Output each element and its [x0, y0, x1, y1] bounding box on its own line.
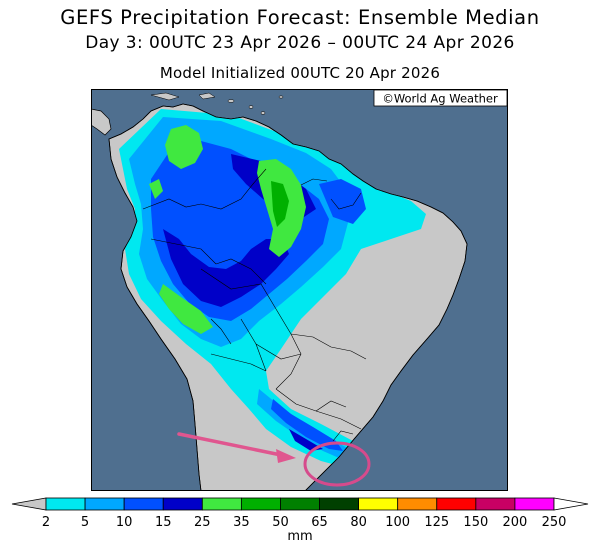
legend-tick-label: 150: [463, 515, 488, 530]
map-title: GEFS Precipitation Forecast: Ensemble Me…: [60, 6, 540, 29]
legend-swatch: [201, 497, 242, 511]
legend-swatch: [123, 497, 164, 511]
legend-tick-label: 50: [272, 515, 289, 530]
model-init-time: Model Initialized 00UTC 20 Apr 2026: [159, 64, 441, 82]
legend-below-min-triangle: [11, 497, 47, 511]
legend-tick-label: 250: [542, 515, 567, 530]
annotation-arrow: [177, 432, 296, 463]
caribbean-islands: [150, 92, 284, 115]
legend-swatch: [45, 497, 86, 511]
coastline: [108, 103, 468, 491]
legend-tick-label: 5: [81, 515, 89, 530]
precip-15-25mm: [163, 229, 289, 307]
precipitation-map: ©World Ag Weather: [91, 89, 508, 491]
legend-tick-label: 15: [155, 515, 172, 530]
legend-tick-label: 100: [385, 515, 410, 530]
legend-swatch: [84, 497, 125, 511]
legend-above-max-triangle: [553, 497, 589, 511]
precip-25-35mm-colombia: [165, 125, 203, 169]
legend-tick-label: 2: [42, 515, 50, 530]
legend-swatch: [319, 497, 360, 511]
precip-10-15mm-south: [271, 399, 343, 451]
precip-35-50mm: [271, 181, 289, 227]
legend-tick-label: 200: [503, 515, 528, 530]
legend-swatch: [397, 497, 438, 511]
legend-tick-label: 65: [311, 515, 328, 530]
map-frame: [91, 89, 508, 491]
precip-15-25mm-south: [289, 429, 323, 451]
legend-swatch: [280, 497, 320, 511]
legend-unit: mm: [287, 529, 312, 544]
legend-swatch: [358, 497, 399, 511]
precip-10-15mm-east: [319, 179, 366, 224]
political-boundaries: [142, 168, 367, 442]
precip-25-35mm-west: [159, 284, 213, 334]
legend-tick-label: 10: [116, 515, 133, 530]
legend-tick-label: 125: [424, 515, 449, 530]
legend-swatch: [162, 497, 203, 511]
precip-legend: 2 5 10 15 25 35 50 65 80 100 125 150 200 250 mm: [11, 497, 589, 544]
annotation-circle: [303, 441, 371, 487]
legend-swatch: [514, 497, 555, 511]
legend-swatch: [475, 497, 516, 511]
forecast-period: Day 3: 00UTC 23 Apr 2026 – 00UTC 24 Apr …: [85, 33, 515, 53]
credit-label: ©World Ag Weather: [373, 89, 508, 107]
legend-swatch: [240, 497, 281, 511]
credit-text: ©World Ag Weather: [382, 92, 498, 106]
precip-25-35mm-spot: [149, 179, 163, 199]
legend-tick-label: 25: [194, 515, 211, 530]
precipitation-field: [119, 109, 426, 469]
legend-tick-label: 35: [233, 515, 250, 530]
legend-tick-label: 80: [350, 515, 367, 530]
legend-swatch: [436, 497, 477, 511]
